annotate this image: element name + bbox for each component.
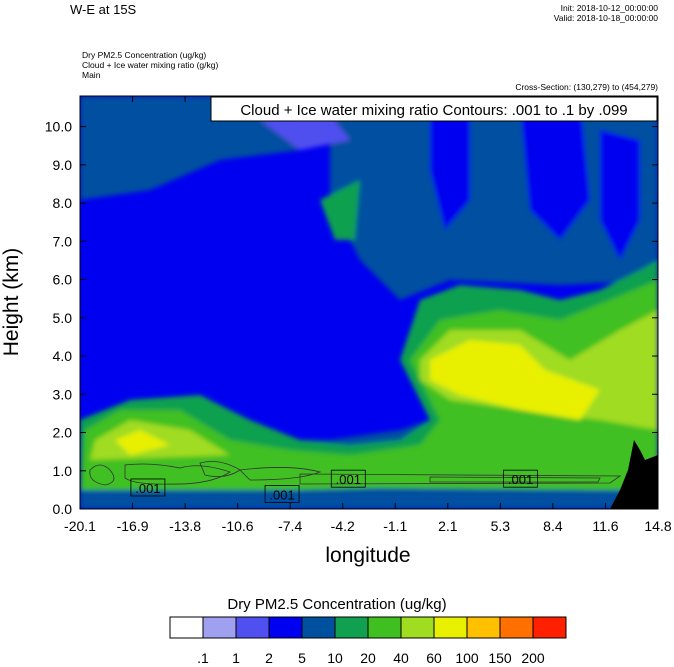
- colorbar-swatch: [466, 616, 501, 639]
- colorbar-swatch: [532, 616, 567, 639]
- colorbar-level-label: 5: [298, 650, 306, 666]
- contour-info-box: [210, 96, 658, 122]
- y-tick-label: 5.0: [53, 310, 73, 326]
- plot-frame: [79, 95, 659, 510]
- init-time: Init: 2018-10-12_00:00:00: [560, 3, 658, 13]
- colorbar-swatch: [400, 616, 435, 639]
- y-tick-label: 3.0: [53, 386, 73, 402]
- y-tick-label: 6.0: [53, 272, 73, 288]
- x-tick-label: -7.4: [278, 518, 302, 534]
- colorbar-swatch: [268, 616, 303, 639]
- plot-title: W-E at 15S: [70, 2, 137, 17]
- x-tick-label: -16.9: [117, 518, 149, 534]
- cross-section-label: Cross-Section: (130,279) to (454,279): [515, 82, 658, 92]
- contour-label: .001: [508, 472, 533, 487]
- contour-label-box: [330, 469, 366, 488]
- colorbar-level-label: .1: [197, 650, 209, 666]
- run-times: Init: 2018-10-12_00:00:00 Valid: 2018-10…: [554, 3, 658, 23]
- contour-label: .001: [269, 487, 294, 502]
- y-tick-label: 1.0: [53, 463, 73, 479]
- colorbar-swatch: [202, 616, 237, 639]
- contour-info-text: Cloud + Ice water mixing ratio Contours:…: [240, 102, 627, 119]
- colorbar-title: Dry PM2.5 Concentration (ug/kg): [227, 596, 447, 613]
- contour-label-box: [130, 478, 166, 497]
- colorbar-level-label: 200: [521, 650, 545, 666]
- colorbar-swatch: [499, 616, 534, 639]
- x-tick-label: -13.8: [169, 518, 201, 534]
- colorbar-level-label: 100: [455, 650, 479, 666]
- y-tick-label: 7.0: [53, 233, 73, 249]
- valid-time: Valid: 2018-10-18_00:00:00: [553, 13, 658, 23]
- x-tick-label: 2.1: [438, 518, 458, 534]
- x-tick-label: -20.1: [64, 518, 96, 534]
- pm25-filled-field: [80, 96, 658, 509]
- colorbar-swatch: [367, 616, 402, 639]
- colorbar-level-label: 1: [232, 650, 240, 666]
- y-tick-label: 4.0: [53, 348, 73, 364]
- colorbar-level-label: 60: [426, 650, 442, 666]
- colorbar-level-label: 10: [327, 650, 343, 666]
- x-tick-label: 11.6: [592, 518, 618, 534]
- colorbar-swatch: [433, 616, 468, 639]
- colorbar-swatch: [334, 616, 369, 639]
- terrain: [610, 440, 658, 509]
- variable-3: Main: [82, 70, 101, 80]
- cloud-contours: [89, 461, 622, 486]
- x-tick-label: 5.3: [491, 518, 511, 534]
- contour-label: .001: [336, 472, 361, 487]
- variable-list: Dry PM2.5 Concentration (ug/kg) Cloud + …: [82, 50, 218, 80]
- variable-1: Dry PM2.5 Concentration (ug/kg): [82, 50, 207, 60]
- y-tick-label: 8.0: [53, 195, 73, 211]
- colorbar-level-label: 150: [488, 650, 512, 666]
- contour-label-box: [264, 485, 300, 503]
- x-tick-label: 14.8: [644, 518, 671, 534]
- contour-label-box: [503, 469, 538, 488]
- y-tick-label: 2.0: [53, 425, 73, 441]
- contour-label: .001: [135, 481, 160, 496]
- x-axis-label: longitude: [325, 544, 410, 567]
- x-tick-label: 8.4: [543, 518, 563, 534]
- y-tick-label: 9.0: [53, 157, 73, 173]
- y-tick-label: 10.0: [45, 119, 72, 135]
- colorbar-swatch: [169, 616, 204, 639]
- x-tick-label: -4.2: [331, 518, 355, 534]
- y-axis-label: Height (km): [0, 248, 23, 357]
- y-tick-label: 0.0: [53, 501, 73, 517]
- colorbar-level-label: 20: [360, 650, 376, 666]
- colorbar-swatch: [235, 616, 270, 639]
- colorbar-level-label: 40: [393, 650, 409, 666]
- colorbar-swatch: [301, 616, 336, 639]
- x-tick-label: -1.1: [383, 518, 407, 534]
- x-tick-label: -10.6: [222, 518, 254, 534]
- variable-2: Cloud + Ice water mixing ratio (g/kg): [82, 60, 219, 70]
- colorbar-level-label: 2: [265, 650, 273, 666]
